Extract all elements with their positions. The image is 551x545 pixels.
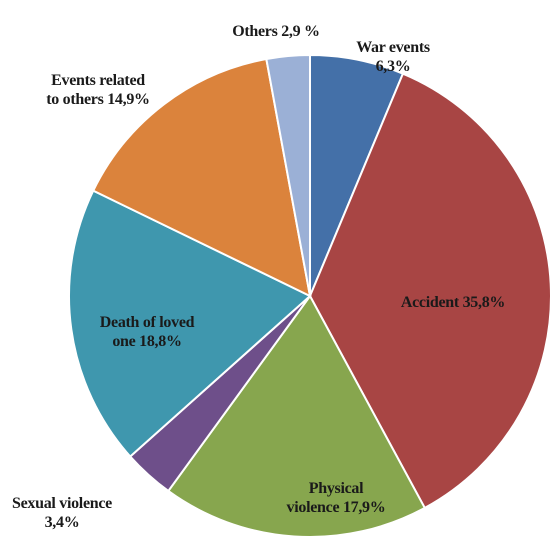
slice-label-line: 3,4% xyxy=(45,514,80,531)
slice-label-line: Death of loved xyxy=(100,314,195,331)
pie-slice-others xyxy=(265,53,311,297)
slice-label-line: Events related xyxy=(51,72,145,89)
pie-slice-physical-violence xyxy=(166,294,427,538)
slice-label-line: violence 17,9% xyxy=(287,499,386,516)
slice-label-line: Accident 35,8% xyxy=(401,294,505,311)
slice-label-line: Sexual violence xyxy=(12,495,112,512)
slice-label-line: Physical xyxy=(309,480,364,497)
slice-label-line: Others 2,9 % xyxy=(232,23,320,40)
slice-label-line: War events xyxy=(356,39,430,56)
slice-label-events-related-to-others: Events related to others 14,9% xyxy=(46,72,150,108)
slice-label-physical-violence: Physical violence 17,9% xyxy=(287,480,386,516)
slices-layer xyxy=(68,53,551,538)
pie-slice-events-related-to-others xyxy=(91,57,312,298)
slice-label-line: one 18,8% xyxy=(112,333,181,350)
slice-label-death-of-loved-one: Death of loved one 18,8% xyxy=(100,314,195,350)
slice-label-line: 6,3% xyxy=(376,58,411,75)
slice-label-war-events: War events 6,3% xyxy=(356,39,430,75)
slice-label-accident: Accident 35,8% xyxy=(401,294,505,311)
slice-label-line: to others 14,9% xyxy=(46,91,150,108)
slice-label-others: Others 2,9 % xyxy=(232,23,320,40)
labels-layer: War events 6,3% Accident 35,8% Physical viol… xyxy=(12,23,505,531)
slice-label-sexual-violence: Sexual violence 3,4% xyxy=(12,495,112,531)
pie-slice-death-of-loved-one xyxy=(68,189,312,458)
